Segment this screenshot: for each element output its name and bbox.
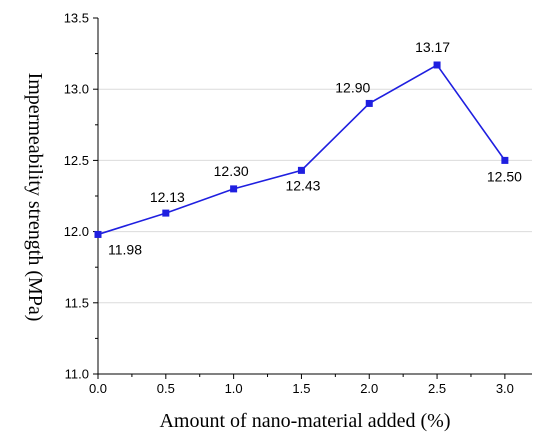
y-tick-label-13.0: 13.0 bbox=[64, 82, 89, 97]
grid-lines bbox=[98, 88, 532, 304]
x-axis-title: Amount of nano-material added (%) bbox=[159, 410, 450, 432]
data-label-12.13: 12.13 bbox=[150, 189, 185, 205]
x-tick-label-1.5: 1.5 bbox=[292, 381, 310, 396]
x-tick-label-2.0: 2.0 bbox=[360, 381, 378, 396]
data-label-13.17: 13.17 bbox=[415, 39, 450, 55]
data-label-12.30: 12.30 bbox=[214, 163, 249, 179]
data-point-12.43 bbox=[297, 166, 305, 174]
data-point-12.90 bbox=[365, 99, 373, 107]
series-line bbox=[97, 63, 506, 236]
y-tick-label-11.0: 11.0 bbox=[65, 367, 89, 382]
y-tick-label-12.0: 12.0 bbox=[64, 224, 89, 239]
data-label-12.43: 12.43 bbox=[285, 177, 320, 193]
data-point-12.30 bbox=[230, 185, 238, 193]
x-tick-label-0.0: 0.0 bbox=[89, 381, 107, 396]
x-tick-label-1.0: 1.0 bbox=[225, 381, 243, 396]
data-labels: 11.98 12.13 12.30 12.43 12.90 13.17 12.50 bbox=[108, 39, 522, 257]
data-point-12.50 bbox=[501, 156, 509, 164]
data-series bbox=[94, 61, 509, 238]
y-tick-label-13.5: 13.5 bbox=[64, 11, 89, 26]
data-label-12.50: 12.50 bbox=[487, 168, 522, 184]
y-axis-title: Impermeability strength (MPa) bbox=[24, 73, 46, 322]
x-tick-label-2.5: 2.5 bbox=[428, 381, 446, 396]
x-tick-label-3.0: 3.0 bbox=[496, 381, 514, 396]
y-tick-label-11.5: 11.5 bbox=[65, 295, 89, 310]
data-point-13.17 bbox=[433, 61, 441, 69]
ticks: 11.0 11.5 12.0 12.5 13.0 13.5 0.0 0.5 1.0 1.5 2.0 2… bbox=[64, 11, 514, 397]
y-tick-label-12.5: 12.5 bbox=[64, 153, 89, 168]
data-label-12.90: 12.90 bbox=[335, 79, 370, 95]
data-point-12.13 bbox=[162, 209, 170, 217]
data-point-11.98 bbox=[94, 230, 102, 238]
x-tick-label-0.5: 0.5 bbox=[157, 381, 175, 396]
data-label-11.98: 11.98 bbox=[108, 241, 142, 257]
